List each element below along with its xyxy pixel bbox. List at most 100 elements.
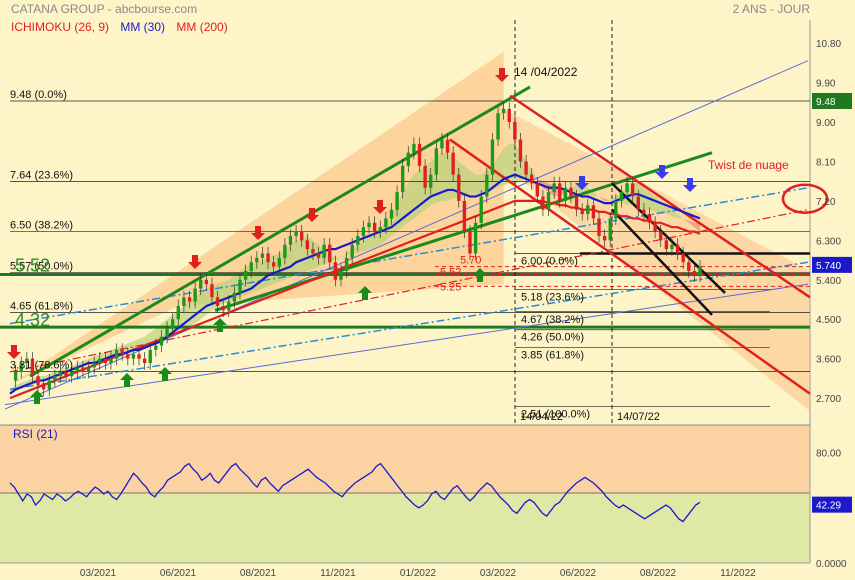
cloud-segment	[290, 240, 297, 278]
signal-arrow-icon	[655, 165, 669, 179]
candle-body	[171, 319, 175, 328]
candle-body	[614, 200, 618, 219]
candle-body	[406, 152, 410, 166]
rsi-label: RSI (21)	[13, 427, 58, 441]
fib-right-label: 2.51 (100.0%)	[521, 408, 590, 420]
candle-body	[681, 253, 685, 263]
date-axis-tick: 06/2021	[160, 568, 197, 579]
candle-body	[664, 240, 669, 250]
cloud-segment	[475, 174, 482, 195]
candle-body	[647, 214, 652, 223]
candle-body	[64, 371, 68, 377]
cloud-segment	[363, 235, 370, 252]
cloud-segment	[688, 220, 695, 228]
fib-left-label: 3.31 (78.6%)	[10, 359, 73, 371]
candle-body	[429, 174, 433, 188]
candle-body	[288, 235, 293, 245]
candle-body	[176, 306, 180, 320]
fib-left-label: 5.57 (50.0%)	[10, 260, 73, 272]
candle-body	[249, 262, 253, 272]
candle-body	[193, 288, 197, 302]
candle-body	[468, 231, 472, 254]
candle-body	[137, 354, 141, 359]
sell-arrow-icon	[495, 68, 509, 82]
candle-body	[479, 196, 483, 223]
twist-circle	[781, 183, 829, 214]
cloud-segment	[503, 143, 510, 186]
price-axis-tick: 6.300	[816, 236, 841, 247]
level-badge-text: 9.48	[816, 97, 836, 108]
candle-body	[92, 363, 96, 368]
date-axis-tick: 03/2022	[480, 568, 517, 579]
candle-body	[434, 148, 439, 175]
candle-body	[384, 218, 388, 228]
candle-body	[159, 336, 164, 346]
candle-body	[530, 174, 534, 184]
date-axis-tick: 06/2022	[560, 568, 597, 579]
cloud-segment	[200, 288, 207, 320]
date-axis-tick: 01/2022	[400, 568, 437, 579]
candle-body	[154, 345, 158, 350]
date-axis-tick: 11/2022	[720, 568, 756, 579]
candle-body	[591, 205, 596, 219]
buy-arrow-icon	[30, 390, 44, 404]
minor-level-label: 5.25	[440, 281, 461, 293]
price-axis-tick: 2.700	[816, 394, 841, 405]
peak-date-label: 14 /04/2022	[514, 65, 578, 79]
price-axis-tick: 7.20	[816, 197, 836, 208]
buy-arrow-icon	[120, 373, 134, 387]
price-axis-tick: 9.00	[816, 118, 836, 129]
candle-body	[395, 192, 399, 210]
candle-body	[625, 183, 629, 193]
candle-body	[333, 262, 338, 280]
price-axis-tick: 5.400	[816, 276, 841, 287]
cloud-segment	[610, 196, 616, 201]
cloud-segment	[683, 218, 689, 223]
candle-body	[294, 231, 298, 236]
candle-body	[75, 367, 79, 372]
fib-left-label: 6.50 (38.2%)	[10, 220, 73, 232]
buy-arrow-icon	[213, 318, 227, 332]
rsi-axis-tick: 80.00	[816, 449, 841, 460]
candle-body	[507, 108, 511, 123]
rsi-badge-text: 42.29	[816, 501, 841, 512]
candle-body	[490, 139, 495, 175]
candle-body	[670, 244, 674, 250]
fib-right-label: 5.18 (23.6%)	[521, 291, 584, 303]
candle-body	[440, 139, 444, 149]
moving-averages	[9, 173, 701, 400]
signal-arrow-icon	[575, 176, 589, 190]
rsi-axis-tick: 0.0000	[816, 559, 847, 570]
rsi-panel-bottom-bg	[0, 493, 810, 563]
rsi-badge-bg	[812, 496, 852, 513]
candle-body	[260, 253, 265, 258]
candle-body	[271, 262, 276, 267]
sell-arrow-icon	[188, 255, 202, 269]
candle-body	[636, 196, 640, 210]
candle-body	[675, 244, 680, 254]
legend-ichimoku: ICHIMOKU (26, 9)	[11, 20, 110, 34]
fib-left-label: 7.64 (23.6%)	[10, 170, 73, 182]
indicator-legend: ICHIMOKU (26, 9) MM (30) MM (200)	[11, 20, 228, 34]
sell-arrow-icon	[7, 345, 21, 359]
candle-body	[255, 257, 259, 263]
price-candles	[13, 102, 702, 396]
candle-body	[518, 139, 523, 162]
candle-body	[339, 271, 343, 280]
candle-body	[412, 143, 416, 153]
uptrend-triangle-fill	[10, 51, 504, 385]
candle-body	[142, 358, 147, 364]
candle-body	[316, 253, 321, 258]
price-axis-tick: 4.500	[816, 315, 841, 326]
candle-body	[109, 358, 113, 364]
minor-level-label: 5.52	[440, 267, 461, 279]
candle-body	[608, 218, 612, 241]
candle-body	[361, 227, 366, 236]
fib-right-label: 3.85 (61.8%)	[521, 350, 584, 362]
candle-body	[586, 205, 590, 215]
candle-body	[451, 152, 455, 175]
cloud-segment	[296, 238, 302, 276]
candle-body	[238, 279, 242, 293]
rsi-panel-top-bg	[0, 425, 810, 493]
candle-body	[232, 292, 237, 302]
